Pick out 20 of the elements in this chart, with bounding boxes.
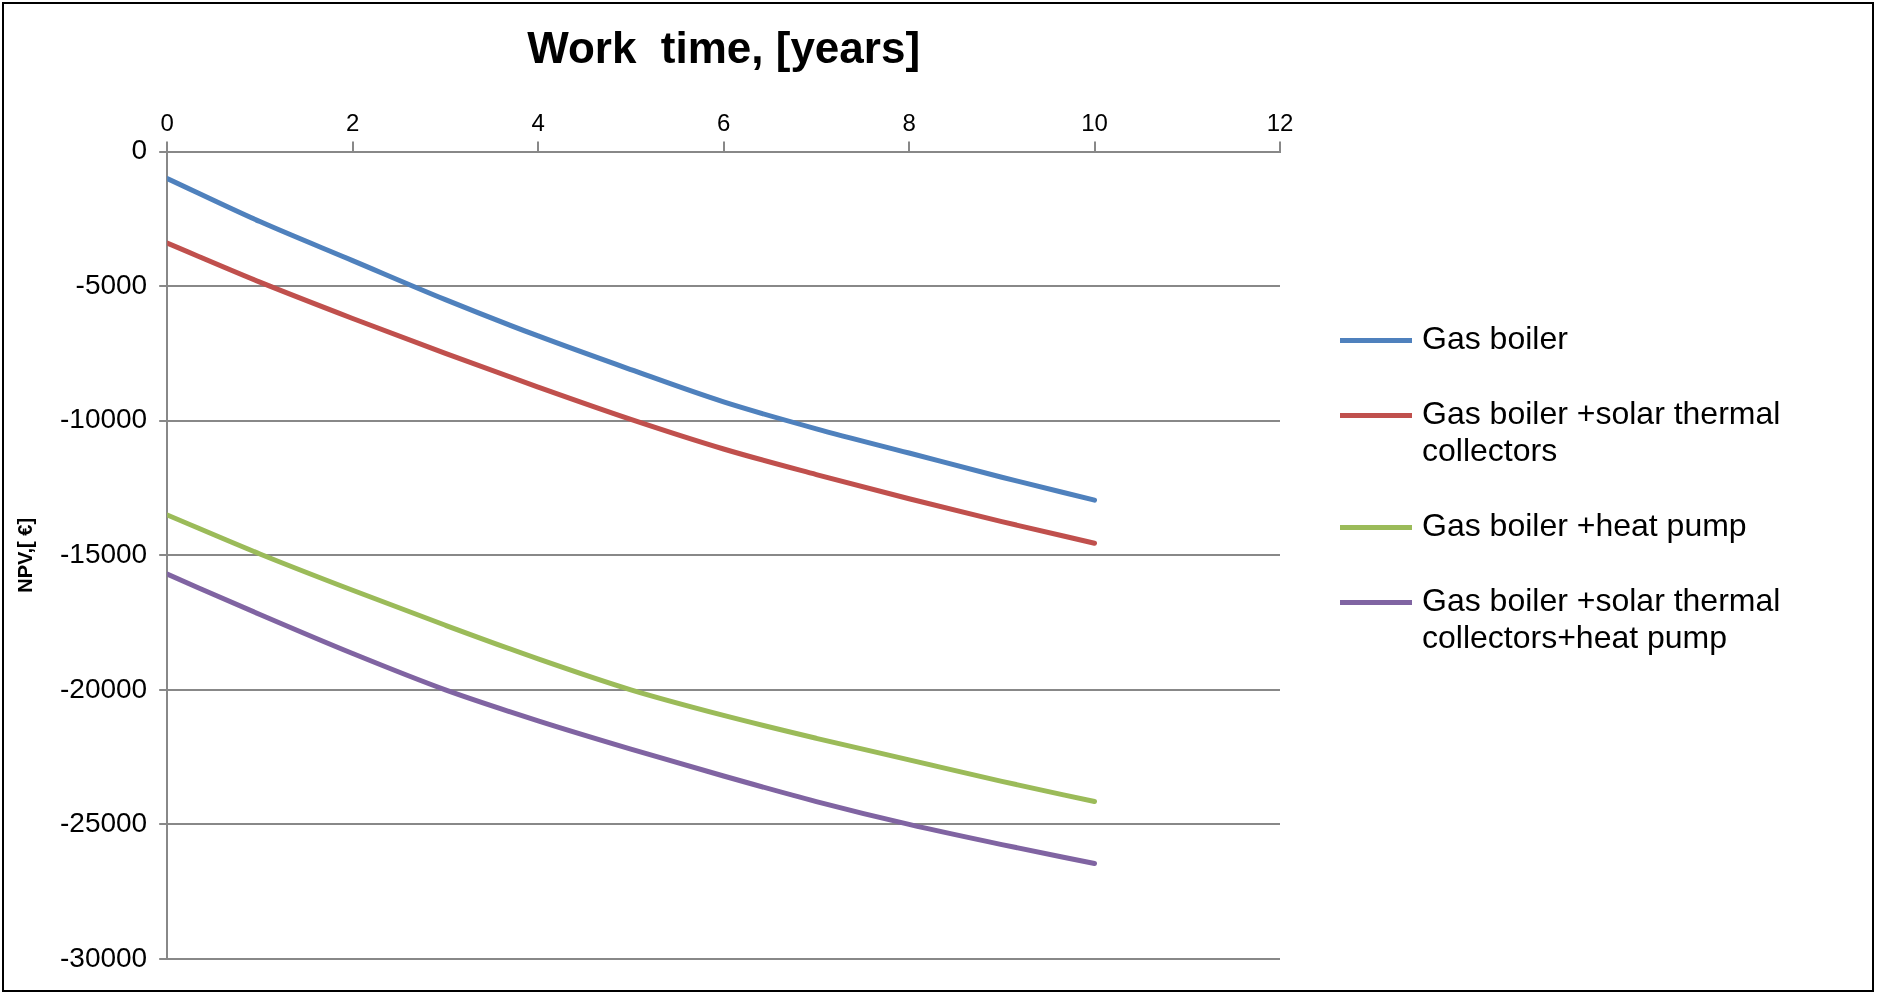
y-tick-label: -25000	[60, 807, 148, 839]
y-tick-label: 0	[131, 134, 148, 166]
y-tick-label: -20000	[60, 672, 148, 704]
x-tick-label: 10	[1081, 108, 1108, 136]
x-tick-label: 2	[345, 108, 360, 136]
x-tick-label: 8	[902, 108, 916, 136]
x-tick-label: 12	[1266, 108, 1294, 136]
legend-label: Gas boiler	[1422, 320, 1568, 357]
y-axis-title: NPV,[ €]	[13, 517, 36, 593]
x-tick-label: 4	[531, 108, 545, 136]
y-tick-label: -15000	[60, 538, 148, 570]
legend-label: Gas boiler +solar thermal collectors	[1422, 395, 1782, 469]
legend-label: Gas boiler +heat pump	[1422, 507, 1747, 544]
legend-label: Gas boiler +solar thermal collectors+heat pump	[1422, 582, 1782, 656]
x-tick-label: 6	[716, 108, 731, 136]
y-tick-label: -5000	[75, 268, 148, 300]
y-tick-label: -10000	[60, 403, 148, 435]
x-axis-title: Work time, [years]	[527, 22, 921, 72]
x-tick-label: 0	[160, 108, 174, 136]
y-tick-label: -30000	[60, 941, 148, 973]
